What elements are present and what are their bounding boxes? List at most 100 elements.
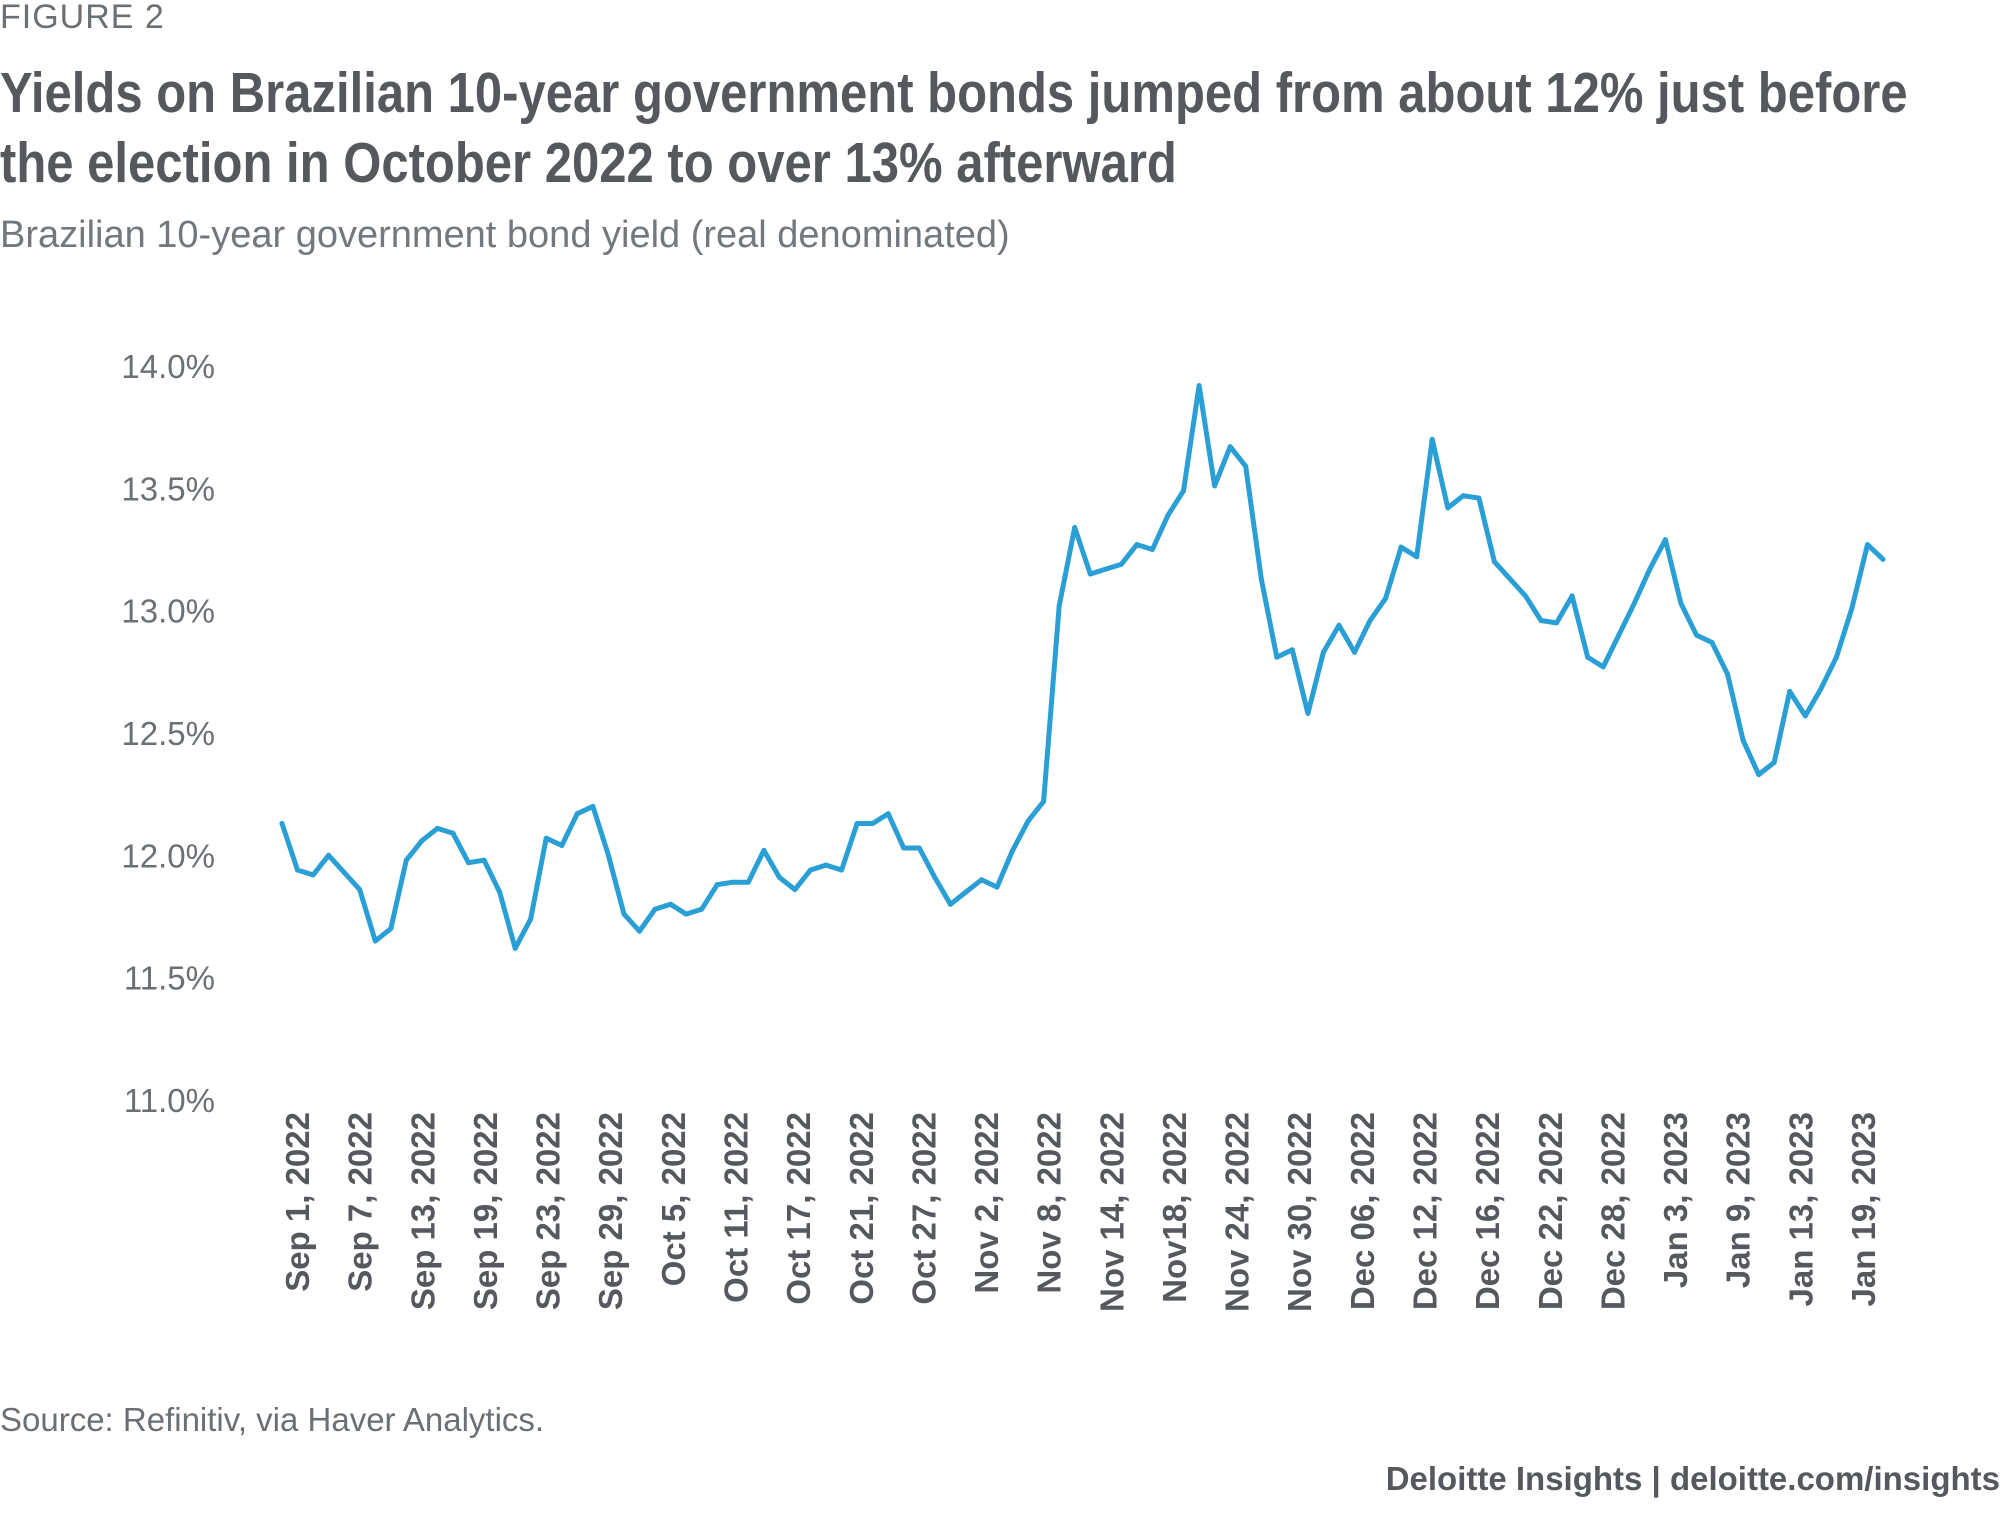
- data-point: [1025, 818, 1031, 824]
- data-point: [466, 860, 471, 866]
- x-tick-label: Sep 29, 2022: [592, 1112, 629, 1310]
- data-point: [388, 926, 394, 932]
- data-point: [1662, 537, 1668, 543]
- data-point: [1523, 593, 1528, 599]
- data-point: [870, 821, 876, 826]
- y-tick-label: 13.0%: [121, 593, 215, 630]
- x-tick-label: Sep 19, 2022: [467, 1112, 504, 1310]
- data-point: [1849, 605, 1855, 611]
- data-point: [1507, 576, 1513, 582]
- x-tick-label: Sep 1, 2022: [279, 1112, 316, 1292]
- data-point: [1771, 759, 1777, 765]
- line-chart: 11.0% 11.5% 12.0% 12.5% 13.0% 13.5% 14.0% Sep …: [121, 348, 1886, 1312]
- data-point: [559, 843, 565, 848]
- data-point: [605, 852, 611, 858]
- data-point: [1056, 603, 1062, 609]
- x-tick-label: Nov 30, 2022: [1281, 1112, 1318, 1312]
- data-point: [341, 870, 347, 875]
- data-point: [1212, 483, 1218, 489]
- data-point: [1243, 463, 1249, 469]
- data-point: [574, 811, 580, 817]
- x-tick-label: Dec 28, 2022: [1594, 1112, 1631, 1310]
- data-point: [808, 867, 813, 873]
- x-tick-label: Dec 12, 2022: [1407, 1112, 1444, 1310]
- data-point: [854, 821, 860, 826]
- data-point: [1429, 436, 1435, 442]
- y-tick-label: 14.0%: [121, 348, 215, 385]
- data-point: [745, 879, 751, 885]
- x-tick-label: Oct 21, 2022: [843, 1112, 880, 1305]
- data-point: [1383, 595, 1389, 601]
- data-point: [1631, 600, 1637, 606]
- data-point: [932, 874, 938, 880]
- data-point: [1740, 737, 1746, 743]
- x-tick-label: Dec 22, 2022: [1532, 1112, 1569, 1310]
- x-tick-label: Nov 24, 2022: [1219, 1112, 1256, 1312]
- data-point: [1756, 772, 1762, 778]
- data-point: [497, 889, 503, 895]
- data-point: [652, 906, 658, 912]
- data-point: [1165, 512, 1171, 518]
- data-point: [979, 877, 984, 883]
- chart-subtitle: Brazilian 10-year government bond yield …: [0, 214, 1010, 256]
- data-point: [1196, 383, 1202, 389]
- data-point: [1569, 593, 1575, 599]
- data-point: [1414, 554, 1420, 560]
- data-point: [1118, 561, 1124, 567]
- data-point: [1787, 688, 1793, 694]
- chart-title-line-1: Yields on Brazilian 10-year government b…: [0, 61, 1908, 125]
- data-point: [1289, 647, 1295, 653]
- data-point: [279, 821, 285, 826]
- data-point: [1227, 444, 1233, 450]
- data-point: [1833, 654, 1839, 660]
- data-point: [699, 906, 705, 912]
- data-point: [419, 838, 425, 844]
- data-point: [1460, 493, 1466, 499]
- data-point: [590, 803, 596, 809]
- data-point: [621, 911, 627, 917]
- data-point: [1149, 547, 1155, 552]
- data-point: [1258, 576, 1264, 582]
- x-tick-label: Oct 5, 2022: [655, 1112, 692, 1286]
- x-tick-label: Jan 9, 2023: [1720, 1112, 1757, 1288]
- data-point: [481, 857, 487, 863]
- data-point: [1072, 525, 1078, 530]
- data-point: [1305, 710, 1311, 716]
- x-tick-label: Jan 3, 2023: [1657, 1112, 1694, 1288]
- y-tick-label: 11.0%: [124, 1082, 215, 1119]
- data-point: [512, 945, 518, 951]
- data-point: [1181, 488, 1186, 494]
- data-point: [1398, 544, 1404, 550]
- x-tick-label: Nov 2, 2022: [968, 1112, 1005, 1294]
- credit-line: Deloitte Insights | deloitte.com/insight…: [1386, 1462, 2000, 1495]
- data-point: [434, 825, 440, 831]
- data-point: [1600, 664, 1606, 670]
- data-point: [839, 867, 845, 873]
- data-point: [1709, 640, 1715, 645]
- data-point: [1352, 649, 1357, 655]
- x-tick-label: Sep 13, 2022: [404, 1112, 441, 1310]
- data-point: [1647, 566, 1653, 572]
- x-tick-label: Sep 7, 2022: [342, 1112, 379, 1292]
- credit-brand: Deloitte Insights: [1385, 1460, 1643, 1497]
- data-point: [792, 887, 798, 893]
- data-point: [326, 852, 332, 858]
- x-tick-label: Sep 23, 2022: [530, 1112, 567, 1310]
- data-point: [1616, 632, 1622, 638]
- data-point: [372, 938, 378, 944]
- x-tick-label: Jan 19, 2023: [1845, 1112, 1882, 1307]
- y-axis: 11.0% 11.5% 12.0% 12.5% 13.0% 13.5% 14.0%: [121, 348, 215, 1119]
- series-layer: [279, 383, 1886, 951]
- data-point: [1554, 620, 1560, 626]
- data-point: [1320, 649, 1326, 655]
- data-point: [310, 872, 316, 878]
- source-note: Source: Refinitiv, via Haver Analytics.: [0, 1401, 545, 1438]
- figure-label: FIGURE 2: [0, 0, 165, 36]
- data-point: [683, 911, 689, 917]
- credit-separator: |: [1651, 1460, 1661, 1497]
- x-tick-label: Nov18, 2022: [1156, 1112, 1193, 1303]
- data-point: [947, 901, 953, 907]
- data-point: [1725, 671, 1731, 677]
- data-point: [1274, 654, 1280, 660]
- data-point: [1802, 713, 1808, 719]
